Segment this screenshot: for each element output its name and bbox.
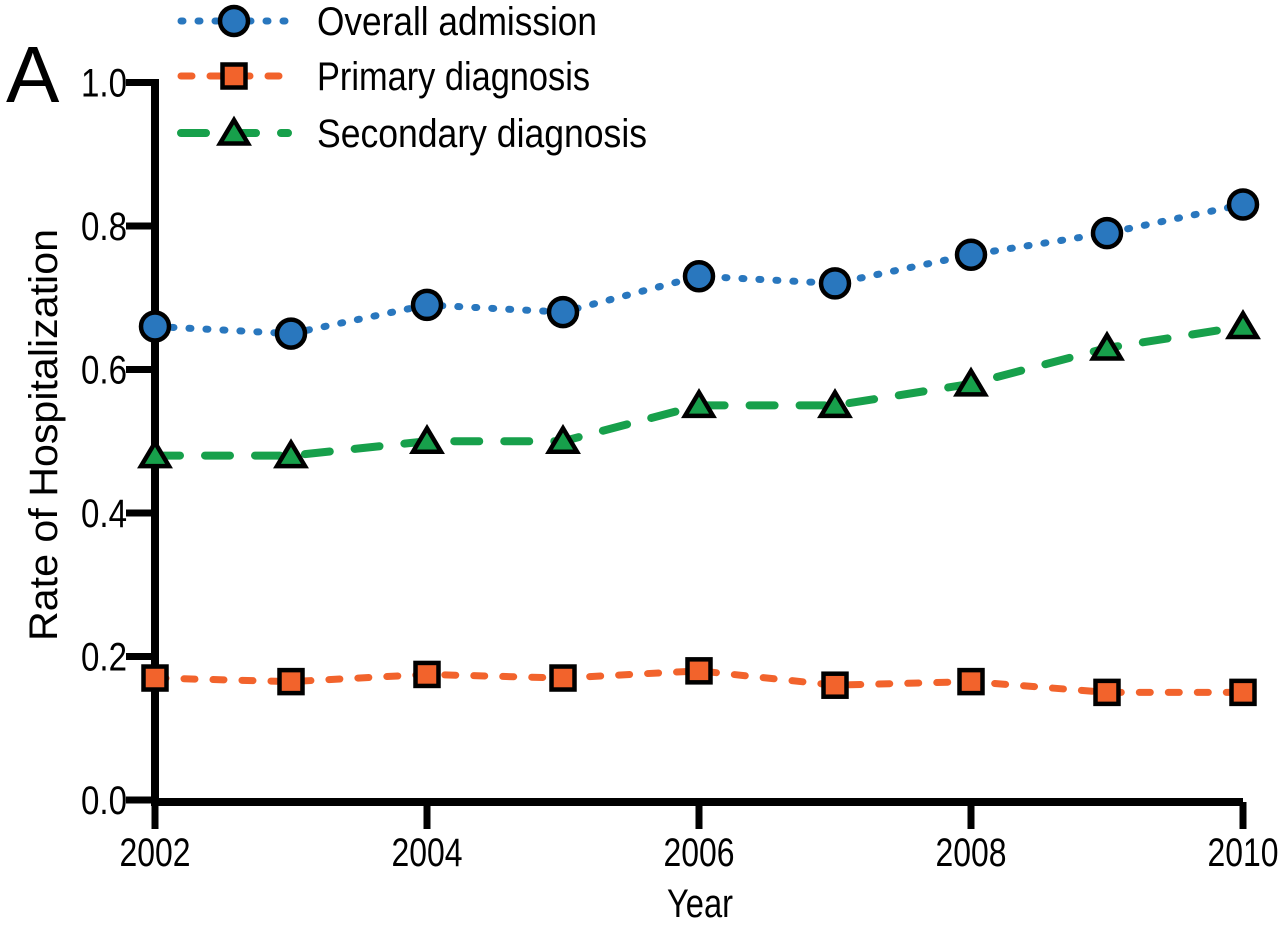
marker-triangle: [216, 115, 252, 146]
series-line: [151, 667, 1247, 696]
marker-circle: [1090, 216, 1124, 250]
legend-label-secondary-diagnosis: Secondary diagnosis: [317, 112, 647, 156]
marker-triangle: [1225, 309, 1261, 340]
marker-circle: [954, 238, 988, 271]
marker-square: [220, 62, 248, 90]
y-axis-title: Rate of Hospitalization: [22, 229, 66, 641]
legend: Overall admission Primary diagnosis Seco…: [177, 0, 647, 156]
marker-square: [141, 664, 169, 692]
y-tick-label: 0.6: [81, 349, 127, 393]
x-tick-label: 2010: [1208, 831, 1279, 875]
y-tick-label: 0.8: [81, 205, 127, 249]
marker-triangle: [953, 366, 989, 397]
series-line: [151, 200, 1247, 338]
y-tick-label: 1.0: [81, 62, 127, 106]
marker-triangle: [409, 423, 445, 454]
x-tick-label: 2006: [664, 831, 735, 875]
y-tick-label: 0.4: [81, 492, 127, 536]
legend-samples: [177, 4, 292, 146]
axis-ticks: 0.0 0.2 0.4 0.6 0.8 1.0 2002 2004 2006 2008 2010: [81, 62, 1279, 876]
marker-circle: [818, 267, 852, 300]
legend-label-overall-admission: Overall admission: [317, 0, 597, 44]
marker-triangle: [817, 387, 853, 419]
y-tick-label: 0.2: [81, 636, 127, 680]
marker-circle: [274, 317, 308, 350]
marker-square: [685, 657, 713, 685]
marker-triangle: [137, 438, 173, 469]
series-group: [137, 188, 1261, 707]
x-tick-label: 2008: [936, 831, 1007, 875]
marker-square: [957, 667, 985, 696]
marker-square: [821, 671, 849, 699]
x-tick-label: 2002: [120, 831, 191, 875]
marker-circle: [410, 288, 444, 322]
marker-circle: [682, 259, 716, 293]
marker-triangle: [681, 387, 717, 419]
x-tick-label: 2004: [392, 831, 463, 875]
series-secondary-diagnosis: [137, 309, 1261, 469]
marker-square: [413, 660, 441, 689]
panel-label: A: [6, 30, 60, 119]
legend-label-primary-diagnosis: Primary diagnosis: [317, 55, 590, 99]
marker-triangle: [545, 423, 581, 454]
marker-circle: [1226, 188, 1260, 221]
marker-triangle: [1089, 330, 1125, 361]
marker-square: [1093, 678, 1121, 707]
x-axis-title: Year: [667, 882, 733, 926]
marker-circle: [217, 4, 251, 38]
marker-triangle: [273, 438, 309, 469]
y-tick-label: 0.0: [81, 779, 127, 823]
marker-square: [1229, 678, 1257, 707]
marker-circle: [546, 295, 580, 329]
series-overall-admission: [138, 188, 1260, 350]
marker-square: [277, 667, 305, 696]
marker-circle: [138, 310, 172, 343]
axes: [151, 79, 1243, 806]
marker-square: [549, 664, 577, 692]
series-primary-diagnosis: [141, 657, 1257, 707]
